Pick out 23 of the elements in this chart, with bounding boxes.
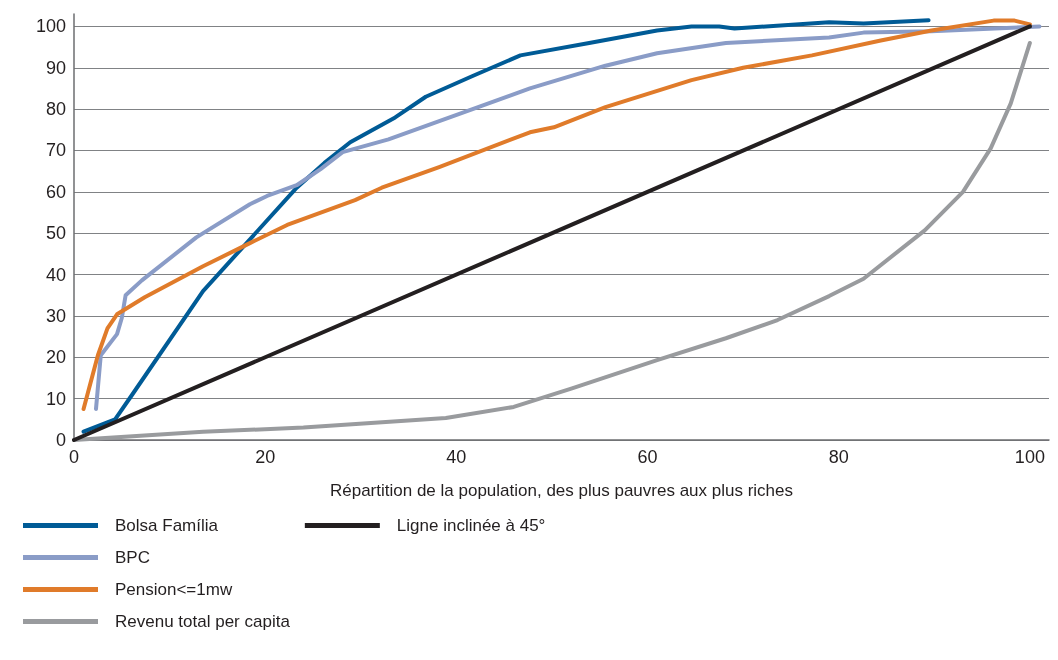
- y-tick-label: 60: [45, 181, 66, 202]
- y-tick-label: 30: [45, 305, 66, 326]
- y-tick-label: 20: [45, 347, 66, 368]
- legend-label: Pension<=1mw: [115, 580, 233, 599]
- y-tick-label: 50: [45, 223, 66, 244]
- y-tick-label: 90: [45, 57, 66, 78]
- x-tick-label: 100: [1014, 447, 1045, 467]
- x-tick-label: 20: [255, 447, 276, 467]
- y-tick-label: 10: [45, 388, 66, 409]
- y-tick-label: 80: [45, 99, 66, 120]
- x-tick-label: 60: [637, 447, 658, 467]
- x-tick-label: 0: [68, 447, 80, 467]
- legend-label: BPC: [115, 548, 150, 567]
- y-tick-label: 100: [35, 16, 66, 37]
- x-tick-label: 80: [828, 447, 849, 467]
- legend-label: Ligne inclinée à 45°: [396, 516, 546, 535]
- x-axis-title: Répartition de la population, des plus pauvres aux plus riches: [329, 481, 794, 500]
- x-tick-label: 40: [446, 447, 467, 467]
- y-tick-label: 0: [55, 430, 66, 450]
- legend-label: Revenu total per capita: [115, 612, 291, 631]
- y-tick-label: 70: [45, 140, 66, 161]
- y-tick-label: 40: [45, 264, 66, 285]
- legend-label: Bolsa Família: [115, 516, 219, 535]
